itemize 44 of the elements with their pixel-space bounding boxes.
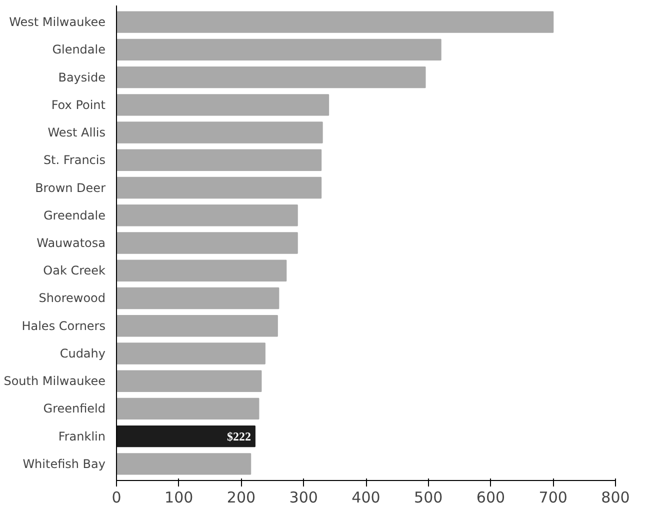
bar (116, 314, 278, 337)
y-tick-label: West Milwaukee (9, 15, 106, 30)
bar (116, 149, 322, 172)
data-label: $222 (226, 429, 251, 444)
bar (116, 38, 442, 61)
y-tick-label: St. Francis (43, 153, 106, 168)
y-tick-label: Franklin (58, 429, 106, 444)
x-tick-label: 600 (476, 488, 506, 506)
y-tick-label: South Milwaukee (4, 374, 106, 388)
bar (116, 176, 322, 199)
bar (116, 342, 266, 364)
y-tick-label: Fox Point (51, 98, 106, 112)
bar (116, 398, 260, 420)
x-tick-label: 700 (538, 488, 568, 506)
bar (116, 287, 280, 310)
bar (116, 94, 330, 116)
bar (116, 370, 262, 392)
bar (116, 11, 554, 33)
bar (116, 122, 323, 144)
y-tick-label: Brown Deer (35, 180, 106, 195)
y-tick-label: Glendale (52, 42, 106, 57)
bar (116, 260, 287, 282)
y-tick-label: Wauwatosa (36, 236, 106, 250)
y-tick-label: Hales Corners (22, 318, 106, 333)
bar (116, 453, 252, 475)
y-tick-label: West Allis (48, 126, 106, 140)
bar (116, 204, 298, 226)
bar (116, 232, 298, 254)
x-tick-label: 300 (289, 488, 318, 506)
x-tick-label: 0 (112, 488, 122, 506)
x-tick-label: 400 (352, 488, 380, 506)
y-tick-label: Shorewood (38, 291, 106, 306)
y-tick-label: Oak Creek (43, 264, 106, 278)
y-tick-label: Whitefish Bay (22, 456, 106, 471)
x-tick-label: 100 (164, 488, 194, 506)
y-tick-label: Cudahy (60, 346, 106, 360)
x-tick-label: 500 (414, 488, 443, 506)
y-tick-label: Greendale (43, 208, 106, 222)
y-tick-label: Bayside (58, 70, 106, 84)
y-tick-label: Greenfield (43, 402, 106, 416)
bar (116, 66, 426, 88)
x-tick-label: 200 (226, 488, 256, 506)
bar (116, 425, 256, 448)
x-tick-label: 800 (601, 488, 630, 506)
